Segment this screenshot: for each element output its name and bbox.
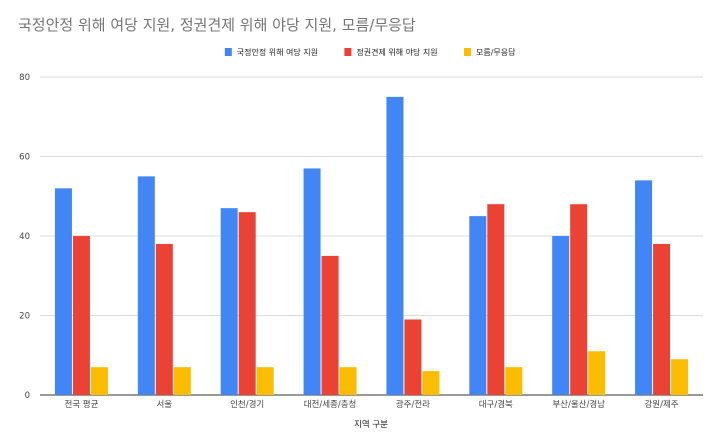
bar	[220, 208, 238, 395]
bar	[137, 176, 155, 395]
x-axis-title: 지역 구분	[354, 419, 388, 430]
bar	[469, 216, 487, 395]
x-tick-label: 대구/경북	[479, 399, 513, 410]
bar	[671, 359, 689, 395]
x-tick-label: 부산/울산/경남	[552, 399, 605, 410]
bars	[54, 96, 689, 395]
bar	[256, 367, 274, 395]
bar	[173, 367, 191, 395]
y-tick-label: 60	[19, 153, 30, 163]
legend-swatch	[224, 48, 232, 56]
x-tick-label: 광주/전라	[396, 399, 430, 410]
bar	[386, 96, 404, 395]
y-tick-label: 80	[19, 73, 30, 83]
bar	[339, 367, 357, 395]
legend-label: 정권견제 위해 야당 지원	[356, 47, 437, 57]
bar	[487, 204, 505, 395]
bar	[54, 188, 72, 395]
x-tick-label: 강원/제주	[644, 399, 678, 410]
legend: 국정안정 위해 여당 지원 정권견제 위해 야당 지원 모름/무응답	[224, 47, 516, 57]
legend-swatch	[464, 48, 471, 56]
bar	[653, 243, 671, 395]
bar	[588, 351, 606, 395]
y-tick-label: 20	[19, 312, 30, 322]
y-tick-label: 0	[25, 391, 30, 401]
bar	[505, 367, 523, 395]
chart-title: 국정안정 위해 여당 지원, 정권견제 위해 야당 지원, 모름/무응답	[18, 16, 416, 34]
bar	[422, 371, 440, 395]
legend-label: 국정안정 위해 여당 지원	[237, 47, 318, 57]
x-tick-label: 서울	[156, 400, 172, 410]
legend-label: 모름/무응답	[476, 47, 516, 57]
bar	[635, 180, 653, 395]
x-tick-label: 전국 평균	[64, 399, 98, 410]
bar	[238, 212, 256, 395]
legend-swatch	[344, 48, 352, 56]
y-tick-label: 40	[19, 232, 30, 242]
bar	[72, 236, 90, 395]
bar	[321, 255, 339, 395]
bar	[570, 204, 588, 395]
bar	[552, 236, 570, 395]
x-axis-labels: 전국 평균 서울 인천/경기 대전/세종/충청 광주/전라 대구/경북 부산/울산/경남 강원…	[64, 399, 678, 410]
bar	[404, 319, 422, 395]
bar	[303, 168, 321, 395]
x-tick-label: 인천/경기	[230, 399, 264, 410]
bar	[155, 243, 173, 395]
bar	[90, 367, 108, 395]
x-tick-label: 대전/세종/충청	[304, 399, 357, 410]
